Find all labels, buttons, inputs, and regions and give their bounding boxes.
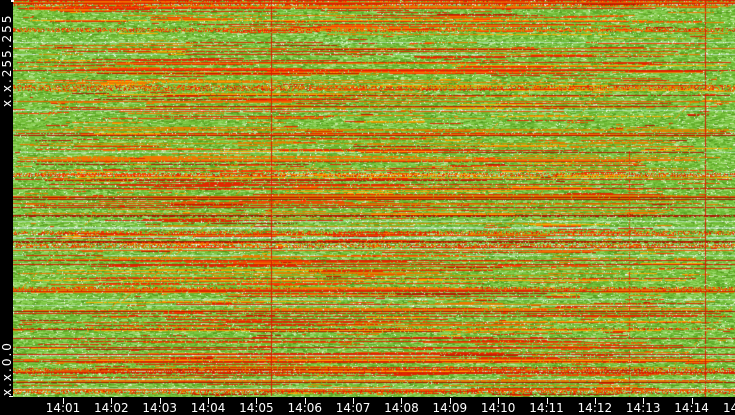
- x-axis-tick: [208, 398, 210, 404]
- x-tick-label: 14:13: [625, 401, 661, 415]
- x-axis-tick: [304, 398, 306, 404]
- x-tick-label: 14:03: [142, 401, 177, 415]
- x-tick-label: 14:14: [674, 401, 709, 415]
- y-axis-max-label: x.x.255.255: [0, 13, 14, 107]
- x-tick-label: 14:09: [432, 401, 468, 415]
- x-axis-tick: [546, 398, 548, 404]
- y-axis-top-tick: [11, 0, 14, 2]
- x-tick-label: 14:04: [190, 401, 226, 415]
- x-axis-tick: [63, 398, 64, 404]
- x-axis-tick: [643, 398, 645, 404]
- x-axis: 14:01 14:02 14:03 14:04 14:05 14:06 14:07 14:08…: [0, 397, 735, 415]
- x-tick-label: 14:06: [287, 401, 323, 415]
- x-tick-label: 14:02: [94, 401, 129, 415]
- x-axis-tick: [401, 398, 403, 404]
- x-tick-label: 14:12: [577, 401, 613, 415]
- traffic-heatmap-canvas: [13, 0, 735, 397]
- x-tick-label: 14:01: [45, 401, 81, 415]
- y-axis-min-label: x.x.0.0: [0, 341, 14, 396]
- x-tick-label: 14:07: [335, 401, 371, 415]
- x-tick-label: 14:11: [529, 401, 564, 415]
- x-axis-tick: [353, 398, 355, 404]
- x-axis-tick: [691, 398, 693, 404]
- x-axis-tick: [159, 398, 161, 404]
- x-axis-tick: [498, 398, 500, 404]
- x-tick-label: 14:05: [239, 401, 274, 415]
- x-tick-label: 14:08: [384, 401, 419, 415]
- x-axis-tick: [594, 398, 596, 404]
- x-tick-label: 14:10: [480, 401, 516, 415]
- x-tick-label-partial: 14: [723, 401, 735, 415]
- x-axis-tick: [256, 398, 258, 404]
- x-axis-tick: [449, 398, 451, 404]
- x-axis-tick: [111, 398, 113, 404]
